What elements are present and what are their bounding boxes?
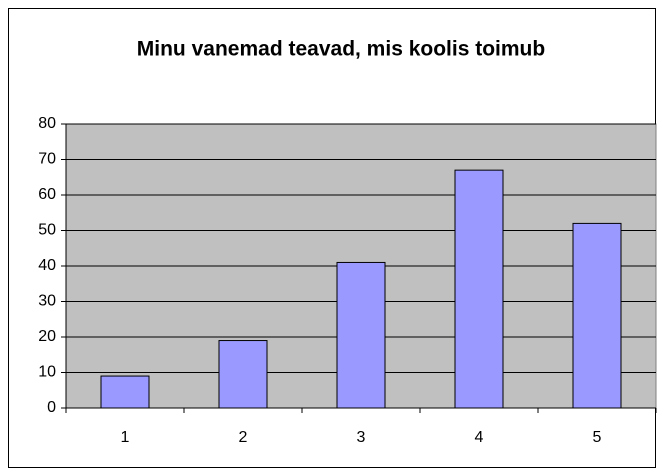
bar: [218, 340, 268, 409]
bar: [454, 169, 504, 409]
y-tick-label: 60: [38, 186, 56, 203]
bar: [336, 261, 386, 409]
y-tick-label: 50: [38, 222, 56, 239]
y-tick-label: 40: [38, 257, 56, 274]
x-tick-label: 1: [121, 429, 130, 446]
x-tick-label: 2: [239, 429, 248, 446]
y-tick-label: 30: [38, 293, 56, 310]
y-tick-label: 20: [38, 328, 56, 345]
x-tick-label: 5: [593, 429, 602, 446]
y-tick-label: 80: [38, 115, 56, 132]
y-tick-label: 10: [38, 364, 56, 381]
x-tick-label: 3: [357, 429, 366, 446]
bar: [572, 222, 622, 409]
bar: [100, 375, 150, 409]
chart-title: Minu vanemad teavad, mis koolis toimub: [137, 38, 545, 61]
y-tick-label: 0: [47, 399, 56, 416]
x-tick-label: 4: [475, 429, 484, 446]
y-tick-label: 70: [38, 151, 56, 168]
